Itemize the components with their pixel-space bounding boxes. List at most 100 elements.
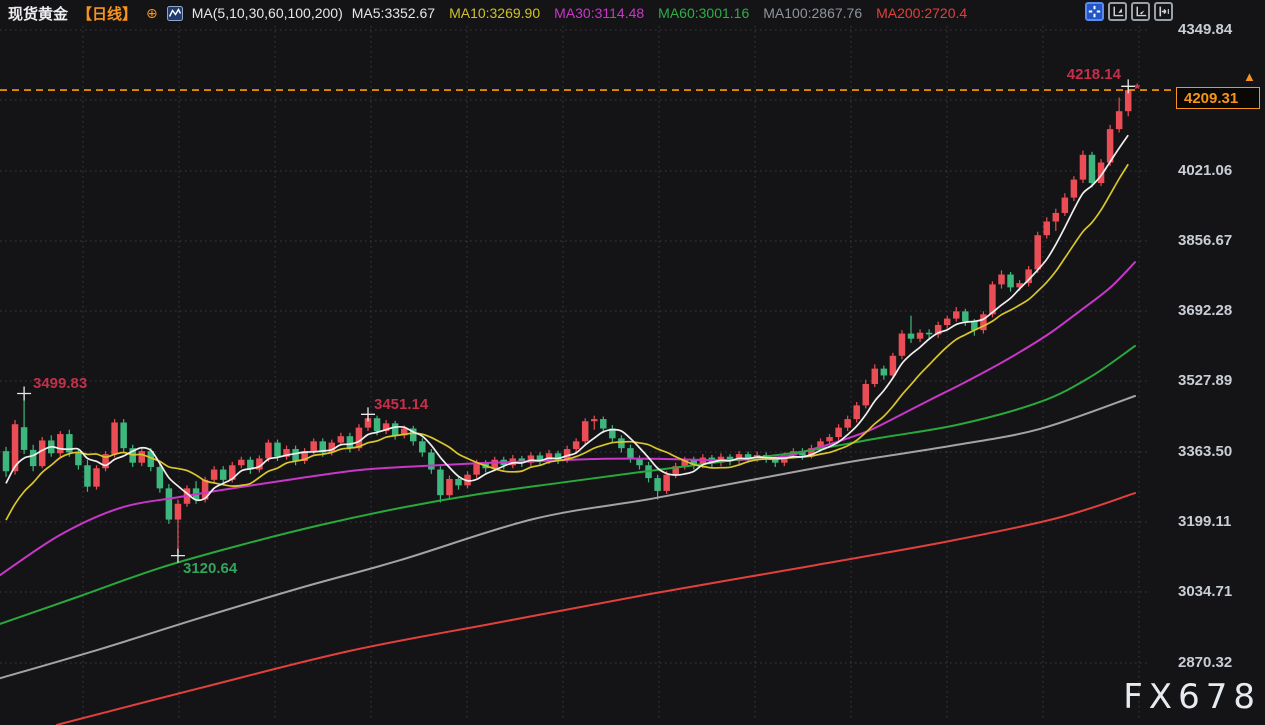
ma-line-ma5 bbox=[5, 134, 1129, 502]
candle-body bbox=[57, 434, 64, 454]
symbol-name: 现货黄金 bbox=[8, 5, 69, 23]
candle-body bbox=[1097, 162, 1105, 184]
ma-line-ma60 bbox=[0, 344, 1136, 625]
axis-shift-right-icon[interactable] bbox=[1154, 2, 1173, 21]
candle-body bbox=[138, 451, 145, 463]
candle-body bbox=[391, 423, 399, 436]
candle-body bbox=[111, 422, 118, 455]
candle-body bbox=[373, 418, 381, 432]
candle-body bbox=[120, 422, 127, 449]
candle-body bbox=[600, 419, 607, 429]
extreme-cross-marker bbox=[170, 548, 185, 563]
candle-body bbox=[518, 458, 526, 463]
period-label: 【日线】 bbox=[77, 5, 138, 23]
candle-body bbox=[473, 462, 480, 475]
watermark-logo: FX678 bbox=[1123, 677, 1261, 717]
extreme-cross-marker bbox=[17, 386, 32, 401]
candle-body bbox=[446, 478, 453, 496]
price-axis-label: 3363.50 bbox=[1178, 443, 1233, 460]
candle-body bbox=[835, 427, 842, 438]
price-axis-label: 3527.89 bbox=[1178, 372, 1233, 389]
candle-body bbox=[536, 455, 544, 461]
candle-body bbox=[310, 441, 317, 452]
candle-body bbox=[319, 441, 326, 453]
latest-tick-marker: * bbox=[1134, 80, 1140, 97]
price-axis-label: 3034.71 bbox=[1178, 583, 1233, 600]
price-annotation: 3451.14 bbox=[374, 396, 429, 413]
price-axis-label: 3692.28 bbox=[1178, 302, 1233, 319]
candle-body bbox=[283, 449, 290, 457]
candle-body bbox=[545, 453, 553, 461]
chart-toolbar bbox=[1085, 2, 1173, 21]
candle-body bbox=[925, 332, 933, 335]
candle-body bbox=[337, 436, 345, 443]
candle-body bbox=[174, 503, 182, 520]
candle-body bbox=[672, 466, 679, 475]
candle-body bbox=[690, 459, 698, 466]
candle-body bbox=[808, 448, 815, 456]
candle-body bbox=[355, 427, 363, 449]
indicator-settings-icon[interactable]: ⊕ bbox=[146, 5, 158, 21]
candle-body bbox=[428, 452, 435, 470]
candle-body bbox=[210, 469, 218, 480]
axis-scale-up-icon[interactable] bbox=[1108, 2, 1127, 21]
candle-body bbox=[247, 459, 254, 470]
candle-body bbox=[301, 451, 308, 461]
candle-body bbox=[962, 311, 969, 322]
candle-body bbox=[563, 449, 571, 460]
candle-body bbox=[38, 440, 46, 467]
candle-body bbox=[844, 419, 851, 428]
price-annotation: 4218.14 bbox=[1067, 66, 1122, 83]
candle-body bbox=[292, 449, 299, 461]
candle-body bbox=[437, 469, 444, 496]
candle-body bbox=[989, 284, 996, 315]
ma-value-ma30: MA30:3114.48 bbox=[554, 5, 645, 21]
candle-body bbox=[11, 424, 19, 472]
candle-body bbox=[229, 465, 236, 480]
candle-body bbox=[1016, 283, 1023, 288]
candle-body bbox=[636, 458, 643, 466]
candle-body bbox=[1007, 274, 1014, 288]
candle-body bbox=[455, 478, 462, 486]
extreme-cross-marker bbox=[361, 407, 375, 422]
ma-value-ma200: MA200:2720.4 bbox=[876, 5, 968, 21]
candle-body bbox=[1034, 235, 1041, 270]
price-scale[interactable]: 4349.84 4021.06 3856.67 3692.28 3527.89 3363.… bbox=[1178, 0, 1265, 725]
candle-body bbox=[735, 454, 743, 461]
axis-scale-right-icon[interactable] bbox=[1131, 2, 1150, 21]
candle-body bbox=[554, 453, 562, 460]
candle-body bbox=[491, 459, 498, 469]
candle-body bbox=[1124, 90, 1132, 112]
ma-value-ma5: MA5:3352.67 bbox=[351, 5, 436, 21]
candle-body bbox=[1115, 111, 1123, 130]
candle-body bbox=[1052, 212, 1060, 222]
candle-body bbox=[1025, 269, 1032, 284]
ma-value-ma60: MA60:3001.16 bbox=[658, 5, 750, 21]
candle-body bbox=[1043, 221, 1050, 236]
candle-body bbox=[609, 428, 616, 439]
candle-body bbox=[1079, 154, 1087, 180]
candle-body bbox=[165, 488, 173, 520]
candle-body bbox=[572, 441, 580, 450]
chart-header: 现货黄金 【日线】 ⊕ MA(5,10,30,60,100,200) MA5:3… bbox=[8, 3, 967, 23]
candle-body bbox=[274, 442, 281, 457]
candle-body bbox=[618, 438, 625, 449]
candle-body bbox=[328, 442, 336, 453]
candle-body bbox=[238, 459, 245, 466]
price-axis-label: 4349.84 bbox=[1178, 21, 1233, 38]
candle-body bbox=[2, 451, 10, 472]
extreme-cross-marker bbox=[1121, 79, 1136, 94]
candle-body bbox=[346, 436, 354, 449]
candle-body bbox=[889, 355, 897, 376]
crosshair-move-icon[interactable] bbox=[1085, 2, 1104, 21]
ma-group-label: MA(5,10,30,60,100,200) bbox=[191, 5, 343, 21]
candle-body bbox=[998, 274, 1005, 285]
candle-body bbox=[980, 314, 987, 331]
candle-body bbox=[726, 456, 734, 461]
mini-chart-icon[interactable] bbox=[166, 5, 183, 21]
last-price-box: 4209.31 bbox=[1176, 87, 1260, 109]
price-annotation: 3120.64 bbox=[183, 560, 238, 577]
price-axis-label: 4021.06 bbox=[1178, 162, 1233, 179]
ma-value-ma10: MA10:3269.90 bbox=[449, 5, 541, 21]
